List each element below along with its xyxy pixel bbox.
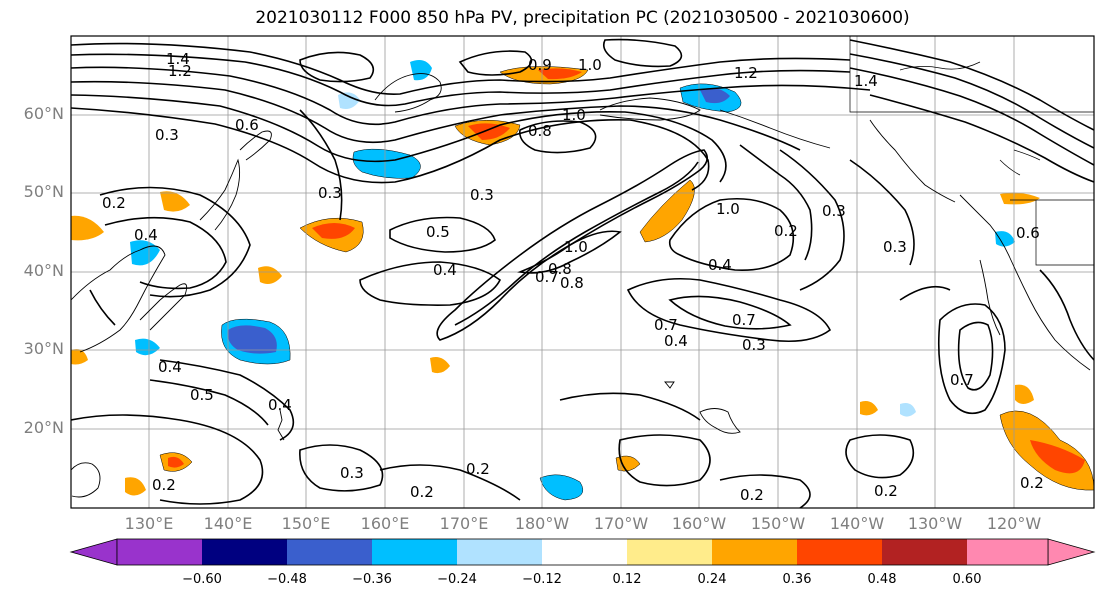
lon-label: 150°E (281, 514, 331, 533)
contour-label: 0.2 (102, 194, 126, 212)
coastlines (71, 73, 1091, 498)
contour-label: 0.7 (950, 371, 974, 389)
lon-label: 140°W (829, 514, 885, 533)
colorbar-tick-label: 0.12 (612, 572, 642, 587)
lon-label: 150°W (750, 514, 806, 533)
contour-label: 0.3 (340, 464, 364, 482)
colorbar-swatch (457, 539, 542, 565)
colorbar-swatch (967, 539, 1048, 565)
colorbar-swatch (202, 539, 287, 565)
contour-label: 1.4 (854, 72, 878, 90)
contour-label: 1.2 (168, 62, 192, 80)
contour-label: 0.2 (1020, 474, 1044, 492)
contour-label: 1.0 (578, 56, 602, 74)
colorbar-tick-label: −0.36 (352, 572, 392, 587)
lat-label: 30°N (23, 339, 64, 358)
contour-label: 1.0 (716, 200, 740, 218)
contour-label: 0.4 (708, 256, 732, 274)
colorbar-tick-label: 0.48 (867, 572, 897, 587)
lat-label: 20°N (23, 418, 64, 437)
lon-label: 180°W (514, 514, 570, 533)
colorbar-tick-label: 0.24 (697, 572, 727, 587)
colorbar-outline (116, 538, 1049, 566)
contour-label: 0.9 (528, 56, 552, 74)
contour-label: 0.2 (466, 460, 490, 478)
contour-label: 0.4 (268, 396, 292, 414)
pv-contours (71, 38, 1094, 508)
colorbar-swatch (287, 539, 372, 565)
contour-label: 0.7 (535, 268, 559, 286)
lon-label: 160°W (671, 514, 727, 533)
contour-label: 0.7 (654, 316, 678, 334)
contour-label: 1.0 (564, 238, 588, 256)
contour-labels: 1.4 1.2 0.9 1.0 1.2 1.4 0.8 1.0 0.3 0.6 … (102, 50, 1044, 504)
colorbar-right-arrow (1047, 538, 1096, 566)
colorbar-swatch (627, 539, 712, 565)
contour-label: 0.3 (470, 186, 494, 204)
contour-label: 0.5 (190, 386, 214, 404)
contour-label: 0.7 (732, 311, 756, 329)
colorbar-tick-label: −0.24 (437, 572, 477, 587)
colorbar-tick-label: 0.60 (952, 572, 982, 587)
contour-label: 0.8 (528, 122, 552, 140)
contour-label: 0.4 (664, 332, 688, 350)
contour-label: 1.2 (734, 64, 758, 82)
lat-label: 40°N (23, 261, 64, 280)
lon-label: 130°W (907, 514, 963, 533)
contour-label: 0.3 (155, 126, 179, 144)
colorbar-swatch (372, 539, 457, 565)
contour-label: 0.4 (158, 358, 182, 376)
colorbar-swatch (117, 539, 202, 565)
contour-label: 0.6 (235, 116, 259, 134)
colorbar-tick-label: −0.48 (267, 572, 307, 587)
borders (849, 36, 1094, 266)
lat-label: 50°N (23, 182, 64, 201)
lon-label: 130°E (124, 514, 174, 533)
colorbar-tick-label: −0.12 (522, 572, 562, 587)
colorbar-swatch (882, 539, 967, 565)
colorbar (69, 538, 1096, 566)
contour-label: 0.2 (774, 222, 798, 240)
contour-label: 0.8 (548, 260, 572, 278)
contour-label: 0.3 (822, 202, 846, 220)
colorbar-swatch (797, 539, 882, 565)
contour-label: 0.2 (410, 483, 434, 501)
colorbar-tick-label: 0.36 (782, 572, 812, 587)
lon-label: 140°E (203, 514, 253, 533)
colorbar-left-arrow (69, 538, 118, 566)
contour-label: 0.3 (318, 184, 342, 202)
contour-label: 0.8 (560, 274, 584, 292)
colorbar-swatch (712, 539, 797, 565)
contour-label: 0.4 (433, 261, 457, 279)
contour-label: 0.2 (152, 476, 176, 494)
contour-label: 0.2 (874, 482, 898, 500)
contour-label: 0.2 (740, 486, 764, 504)
contour-label: 0.3 (883, 238, 907, 256)
map-title: 2021030112 F000 850 hPa PV, precipitatio… (255, 8, 910, 28)
lon-label: 120°W (986, 514, 1042, 533)
contour-label: 0.4 (134, 226, 158, 244)
lat-label: 60°N (23, 104, 64, 123)
colorbar-tick-label: −0.60 (182, 572, 222, 587)
contour-label: 1.4 (166, 50, 190, 68)
lon-label: 170°W (593, 514, 649, 533)
contour-label: 1.0 (562, 106, 586, 124)
map-frame (70, 35, 1095, 509)
contour-label: 0.6 (1016, 224, 1040, 242)
colorbar-swatch (542, 539, 627, 565)
contour-label: 0.5 (426, 223, 450, 241)
contour-label: 0.3 (742, 336, 766, 354)
lon-label: 160°E (360, 514, 410, 533)
lon-label: 170°E (439, 514, 489, 533)
